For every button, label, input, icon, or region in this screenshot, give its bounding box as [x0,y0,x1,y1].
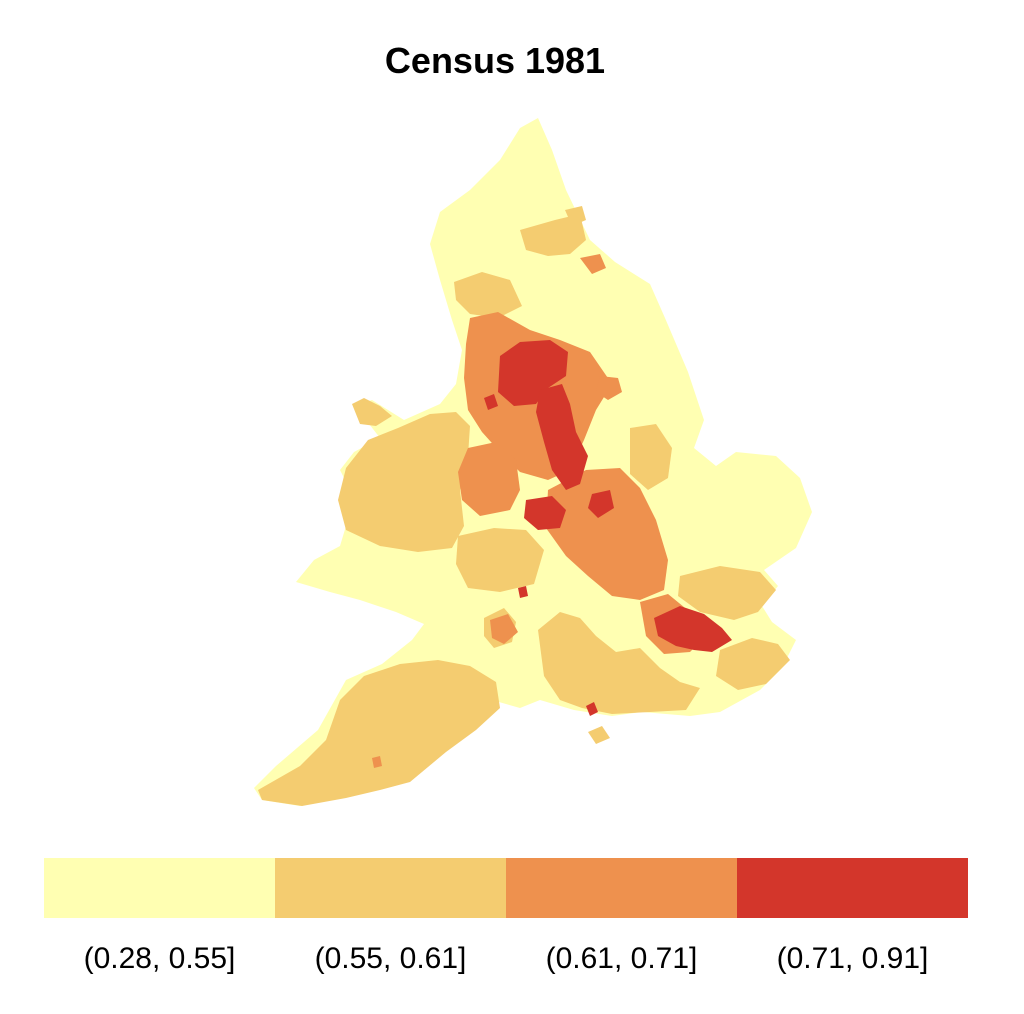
legend-labels: (0.28, 0.55] (0.55, 0.61] (0.61, 0.71] (… [44,942,968,976]
legend-label-3: (0.61, 0.71] [545,942,698,975]
region-birmingham [524,496,566,530]
region-leics-northants [546,468,668,600]
region-lancashire-north [454,272,522,318]
region-anglesey [352,398,392,426]
region-isle-of-wight [588,726,610,744]
region-essex [678,566,776,620]
legend-swatch-3 [506,858,737,918]
map-title: Census 1981 [384,40,606,81]
legend-swatch-4 [737,858,968,918]
region-south-west [258,660,500,806]
region-east-midlands-east [630,424,672,490]
region-west-yorkshire-manchester [498,340,568,406]
region-midlands-west [456,528,544,592]
region-north-east [565,206,586,226]
england-wales-choropleth-map [254,118,812,806]
legend-swatch-2 [275,858,506,918]
region-reading [518,586,528,598]
region-wiltshire-hampshire [538,612,700,714]
region-teesside [580,254,606,274]
region-cheshire-staffs [458,442,520,516]
region-leicester [588,490,614,518]
legend-swatch-1 [44,858,275,918]
region-wales [338,412,470,552]
region-plymouth [372,756,382,768]
region-southampton [586,702,598,716]
legend-label-1: (0.28, 0.55] [83,942,236,975]
region-london [654,606,732,652]
region-kent-south [716,638,790,690]
region-south-yorkshire-notts [536,384,588,490]
color-legend [44,858,968,918]
region-cumbria-coast [520,214,586,256]
region-humberside [596,376,622,400]
legend-label-4: (0.71, 0.91] [776,942,929,975]
legend-label-2: (0.55, 0.61] [314,942,467,975]
region-swindon [490,614,518,644]
region-liverpool [484,394,498,410]
